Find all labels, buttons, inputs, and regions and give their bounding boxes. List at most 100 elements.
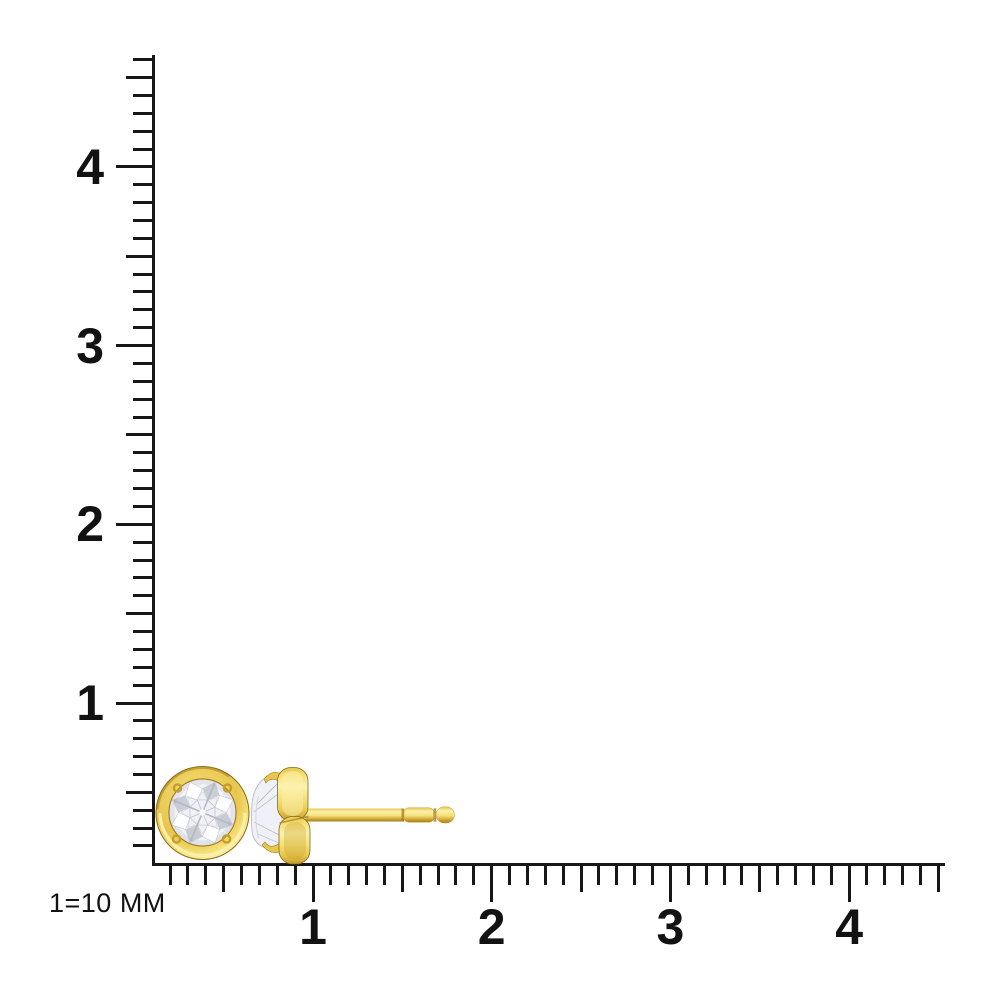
h-axis-label-2: 2 xyxy=(477,899,506,955)
prong-icon xyxy=(221,834,232,844)
v-axis-label-2: 2 xyxy=(76,496,104,553)
diamond-facets xyxy=(169,779,236,846)
h-tick xyxy=(597,863,601,885)
h-tick xyxy=(615,863,619,885)
h-tick xyxy=(240,863,244,885)
v-tick xyxy=(133,826,155,830)
h-tick xyxy=(400,863,404,892)
h-tick xyxy=(919,863,923,885)
v-tick xyxy=(133,665,155,669)
v-tick xyxy=(126,254,155,258)
v-axis-label-1: 1 xyxy=(76,675,104,731)
v-tick xyxy=(133,630,155,634)
v-tick xyxy=(133,469,155,473)
h-tick xyxy=(222,863,226,892)
h-tick xyxy=(722,863,726,885)
h-tick xyxy=(454,863,458,885)
v-tick xyxy=(133,558,155,562)
v-tick xyxy=(126,790,155,794)
v-axis-label-3: 3 xyxy=(76,317,104,374)
prong-icon xyxy=(172,783,183,793)
h-tick xyxy=(811,863,815,885)
v-tick xyxy=(133,361,155,365)
v-tick xyxy=(116,165,155,169)
h-tick xyxy=(508,863,512,885)
v-axis-label-4: 4 xyxy=(76,138,104,195)
h-tick xyxy=(704,863,708,885)
h-tick xyxy=(740,863,744,885)
vertical-axis-line xyxy=(152,55,155,866)
v-tick xyxy=(133,272,155,276)
v-tick xyxy=(133,379,155,383)
h-tick xyxy=(829,863,833,885)
v-tick xyxy=(133,772,155,776)
h-tick xyxy=(275,863,279,885)
h-tick xyxy=(651,863,655,885)
h-tick xyxy=(168,863,172,885)
v-tick xyxy=(133,415,155,419)
v-tick xyxy=(133,129,155,133)
v-tick xyxy=(133,487,155,491)
v-tick xyxy=(126,76,155,80)
v-tick xyxy=(133,683,155,687)
prong-icon xyxy=(171,834,182,844)
h-tick xyxy=(204,863,208,885)
h-tick xyxy=(865,863,869,885)
v-tick xyxy=(133,737,155,741)
scale-note: 1=10 MM xyxy=(49,888,166,918)
h-tick xyxy=(525,863,529,885)
v-tick xyxy=(133,147,155,151)
v-tick xyxy=(133,93,155,97)
v-tick xyxy=(133,647,155,651)
h-tick xyxy=(758,863,762,892)
v-tick xyxy=(133,755,155,759)
v-tick xyxy=(126,612,155,616)
prongs xyxy=(171,783,233,844)
h-axis-label-4: 4 xyxy=(835,899,863,955)
v-tick xyxy=(116,344,155,348)
v-tick xyxy=(133,594,155,598)
v-tick xyxy=(133,236,155,240)
v-tick xyxy=(133,808,155,812)
v-tick xyxy=(133,219,155,222)
v-tick xyxy=(133,58,155,62)
friction-back xyxy=(277,767,311,865)
h-tick xyxy=(686,863,690,885)
h-tick xyxy=(633,863,637,885)
h-tick xyxy=(257,863,261,885)
stud-front-view xyxy=(155,766,250,860)
h-axis-label-1: 1 xyxy=(299,899,327,955)
v-tick xyxy=(133,719,155,723)
h-tick xyxy=(186,863,190,885)
prong-icon xyxy=(222,783,233,793)
h-tick xyxy=(579,863,583,892)
h-tick xyxy=(561,863,565,885)
h-tick xyxy=(418,863,422,885)
v-tick xyxy=(133,290,155,294)
v-tick xyxy=(116,522,155,526)
v-tick xyxy=(133,326,155,330)
v-tick xyxy=(133,111,155,115)
h-tick xyxy=(329,863,333,885)
v-tick xyxy=(133,183,155,187)
v-tick xyxy=(133,201,155,205)
v-tick xyxy=(133,504,155,508)
v-tick xyxy=(126,433,155,437)
h-tick xyxy=(382,863,386,885)
h-tick xyxy=(883,863,887,885)
v-tick xyxy=(133,540,155,544)
horizontal-axis-line xyxy=(152,863,945,866)
h-tick xyxy=(793,863,797,885)
h-tick xyxy=(936,863,940,892)
h-tick xyxy=(311,863,315,902)
v-tick xyxy=(133,576,155,580)
h-tick xyxy=(901,863,905,885)
earring-photo xyxy=(155,766,455,865)
v-tick xyxy=(133,451,155,455)
stud-side-view xyxy=(250,767,455,865)
h-tick xyxy=(436,863,440,885)
h-tick xyxy=(472,863,476,885)
v-tick xyxy=(116,701,155,705)
v-tick xyxy=(133,397,155,401)
h-tick xyxy=(347,863,351,885)
